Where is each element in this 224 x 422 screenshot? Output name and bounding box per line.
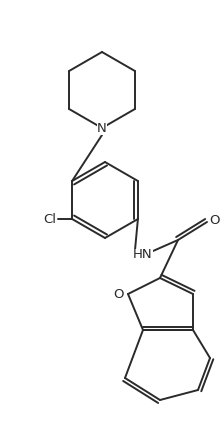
Text: O: O <box>210 214 220 227</box>
Text: Cl: Cl <box>44 213 57 225</box>
Text: HN: HN <box>133 249 153 262</box>
Text: N: N <box>97 122 107 135</box>
Text: O: O <box>113 287 123 300</box>
